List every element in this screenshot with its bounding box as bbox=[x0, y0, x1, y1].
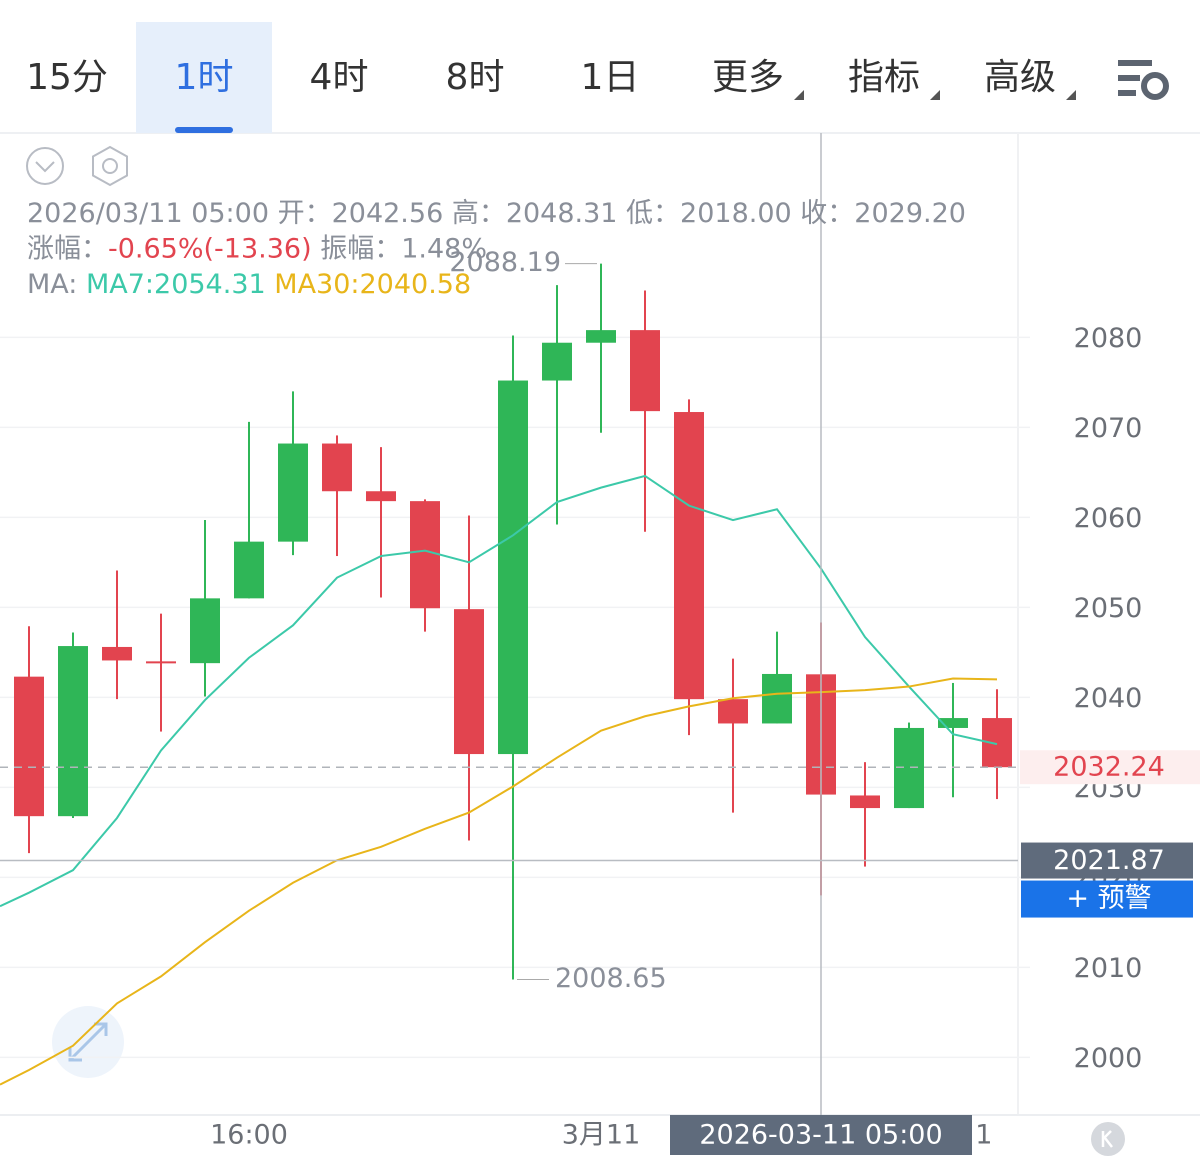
info-segment: MA: bbox=[27, 269, 86, 300]
alert-button-label[interactable]: + 预警 bbox=[1066, 883, 1151, 914]
last-price-label: 2032.24 bbox=[1053, 752, 1165, 783]
icon-gear bbox=[1141, 72, 1169, 100]
candle-body bbox=[234, 541, 264, 599]
k-bg bbox=[1091, 1122, 1125, 1156]
candle-body bbox=[542, 342, 572, 381]
collapse-icon[interactable] bbox=[26, 147, 64, 185]
crosshair-time-box bbox=[670, 1115, 972, 1155]
zoom-button[interactable] bbox=[52, 1006, 124, 1078]
info-segment: MA7:2054.31 bbox=[86, 269, 266, 300]
k-glyph bbox=[1101, 1130, 1113, 1148]
y-tick-label: 2010 bbox=[1074, 953, 1143, 984]
candle-body bbox=[762, 673, 792, 724]
settings-icon[interactable] bbox=[1118, 60, 1169, 100]
candle-body bbox=[146, 661, 176, 664]
high-marker-label: 2088.19 bbox=[449, 247, 561, 278]
y-tick-label: 2080 bbox=[1074, 323, 1143, 354]
icon-chevron bbox=[35, 161, 55, 173]
candle-body bbox=[674, 412, 704, 700]
y-tick-label: 2070 bbox=[1074, 413, 1143, 444]
y-tick-label: 2000 bbox=[1074, 1043, 1143, 1074]
candle-body bbox=[586, 330, 616, 343]
dropdown-triangle bbox=[794, 90, 804, 100]
info-segment: 涨幅： bbox=[27, 233, 108, 264]
tab-label[interactable]: 高级 bbox=[984, 57, 1056, 98]
tab-label[interactable]: 4时 bbox=[310, 57, 369, 98]
candle-body bbox=[58, 646, 88, 817]
candle-body bbox=[410, 501, 440, 609]
candle-body bbox=[190, 598, 220, 664]
active-tab-indicator bbox=[175, 127, 233, 133]
tab-bar: 15分 1时 4时 8时 1日 更多 指标 高级 bbox=[26, 22, 1076, 133]
ma-line bbox=[0, 474, 998, 908]
crosshair-price-box bbox=[1021, 842, 1193, 879]
active-tab-bg bbox=[136, 22, 272, 133]
zoom-arrows bbox=[68, 1022, 108, 1062]
crosshair-price-label: 2021.87 bbox=[1053, 845, 1165, 876]
info-segment: -0.65%(-13.36) bbox=[108, 233, 312, 264]
y-tick-label: 2060 bbox=[1074, 503, 1143, 534]
icon-hole bbox=[102, 158, 118, 174]
info-segment: MA30:2040.58 bbox=[266, 269, 471, 300]
tab-label[interactable]: 更多 bbox=[712, 57, 784, 98]
tab-label[interactable]: 1日 bbox=[581, 57, 640, 98]
candle-body bbox=[894, 727, 924, 809]
candle-body bbox=[322, 443, 352, 492]
y-tick-label: 2040 bbox=[1074, 683, 1143, 714]
candle-body bbox=[366, 491, 396, 502]
dropdown-triangle bbox=[930, 90, 940, 100]
icon-circle bbox=[26, 147, 64, 185]
icon-bar bbox=[1118, 60, 1152, 66]
candle-body bbox=[14, 676, 44, 817]
info-line: 2026/03/11 05:00 开：2042.56 高：2048.31 低：2… bbox=[27, 198, 966, 229]
info-panel: 2026/03/11 05:00 开：2042.56 高：2048.31 低：2… bbox=[27, 198, 966, 300]
x-tick-label: 1 bbox=[975, 1120, 992, 1151]
info-line: 涨幅：-0.65%(-13.36) 振幅：1.48% bbox=[27, 233, 487, 264]
crosshair-time-label: 2026-03-11 05:00 bbox=[699, 1120, 942, 1151]
candle-body bbox=[938, 718, 968, 728]
icon-hex bbox=[92, 145, 128, 187]
info-line: MA: MA7:2054.31 MA30:2040.58 bbox=[27, 269, 471, 300]
indicator-settings-icon[interactable] bbox=[92, 145, 128, 187]
alert-button-bg[interactable] bbox=[1021, 880, 1193, 918]
k-button[interactable] bbox=[1091, 1122, 1125, 1156]
candle-body bbox=[498, 380, 528, 755]
tab-label[interactable]: 1时 bbox=[175, 57, 234, 98]
ma-line bbox=[0, 677, 998, 1086]
candle-body bbox=[718, 699, 748, 724]
icon-bar bbox=[1118, 90, 1136, 96]
chart: 20002010202020302040205020602070208016:0… bbox=[0, 133, 1200, 1155]
low-marker-label: 2008.65 bbox=[555, 963, 667, 994]
x-tick-label: 16:00 bbox=[210, 1120, 288, 1151]
candle-body bbox=[102, 646, 132, 661]
candle-body bbox=[630, 330, 660, 412]
candle-body bbox=[278, 443, 308, 542]
y-tick-label: 2050 bbox=[1074, 593, 1143, 624]
candle-body bbox=[850, 795, 880, 809]
x-tick-label: 3月11 bbox=[562, 1120, 641, 1151]
info-segment: 振幅：1.48% bbox=[312, 233, 487, 264]
candle-body bbox=[454, 609, 484, 755]
last-price-tag bbox=[1020, 750, 1200, 785]
icon-bar bbox=[1118, 75, 1140, 81]
dropdown-triangle bbox=[1066, 90, 1076, 100]
info-segment: 2026/03/11 05:00 开：2042.56 高：2048.31 低：2… bbox=[27, 198, 966, 229]
tab-label[interactable]: 8时 bbox=[446, 57, 505, 98]
tab-label[interactable]: 15分 bbox=[26, 57, 108, 98]
tab-label[interactable]: 指标 bbox=[848, 57, 920, 98]
